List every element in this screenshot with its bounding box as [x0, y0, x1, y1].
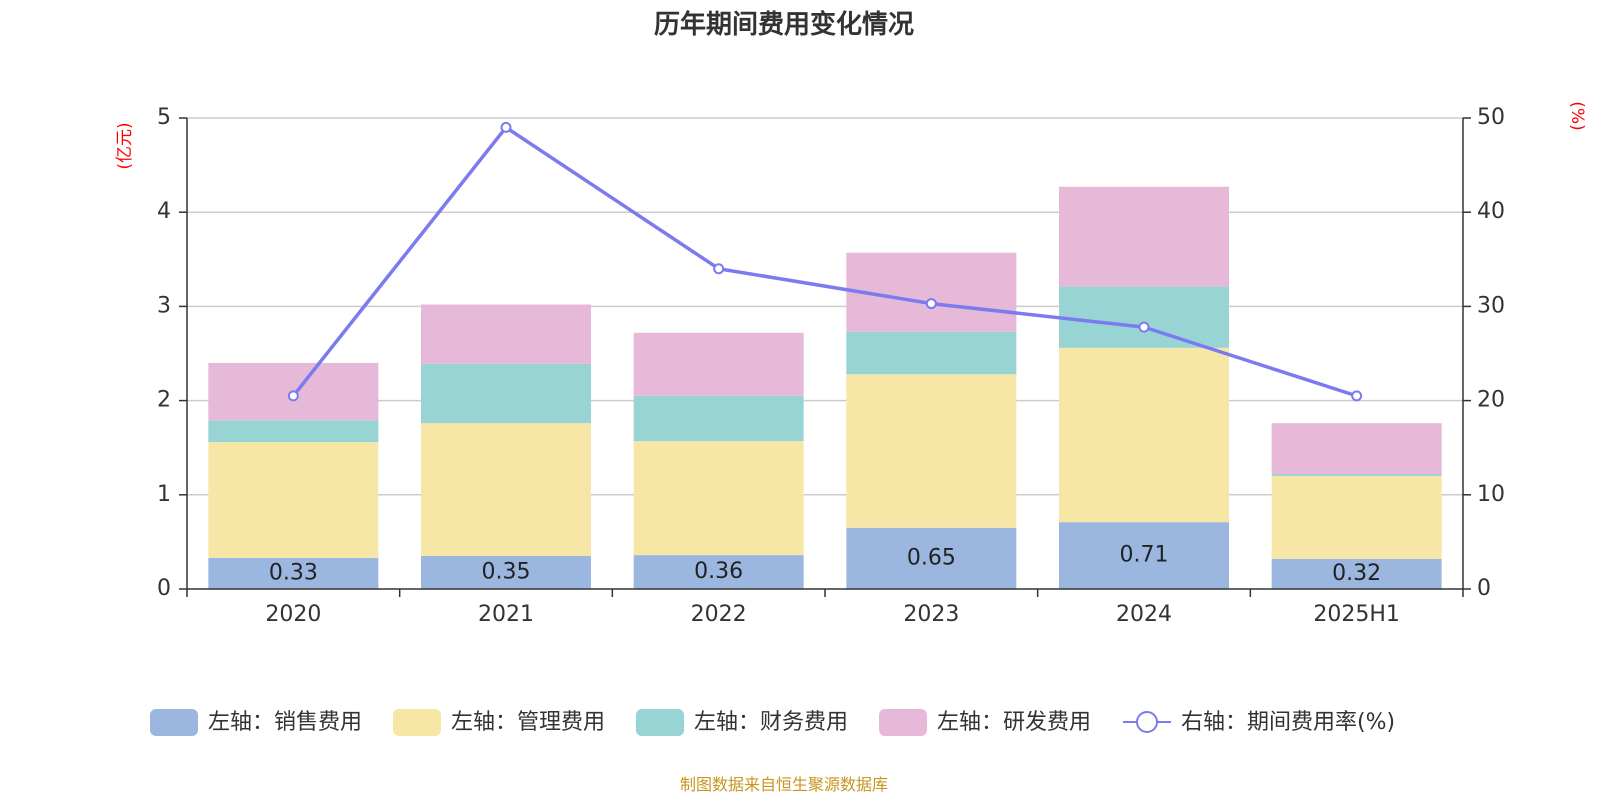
- legend-label: 左轴：管理费用: [451, 710, 605, 735]
- bar-segment: [1271, 423, 1442, 475]
- bar-segment: [633, 395, 804, 442]
- right-axis-tick-label: 10: [1477, 482, 1505, 507]
- bar-segment: [846, 252, 1017, 332]
- line-point: [287, 390, 299, 402]
- legend-label: 左轴：销售费用: [208, 710, 362, 735]
- bar-segment: [421, 556, 591, 589]
- legend-swatch: [150, 709, 198, 736]
- bar-value-label: 0.65: [907, 545, 956, 570]
- bar-segment: [1059, 286, 1229, 348]
- right-axis-tick-label: 20: [1477, 388, 1505, 413]
- line-point: [1351, 390, 1363, 402]
- bar-segment: [208, 442, 379, 558]
- right-axis-tick-label: 50: [1477, 105, 1505, 130]
- bar-segment: [208, 557, 379, 589]
- bar-segment: [846, 527, 1017, 589]
- left-axis-tick-label: 3: [157, 293, 171, 318]
- right-axis-unit: (%): [1567, 101, 1587, 130]
- line-point: [713, 263, 725, 275]
- line-point: [500, 121, 512, 133]
- legend-label: 左轴：财务费用: [694, 710, 848, 735]
- data-labels: 0.33 0.35 0.36 0.65 0.71 0.32: [269, 543, 1381, 586]
- gridlines: [187, 117, 1463, 496]
- bar-segment: [421, 423, 591, 557]
- x-axis-tick-label: 2020: [265, 602, 321, 627]
- bar-series: [208, 186, 1442, 589]
- bar-segment: [846, 374, 1017, 528]
- bar-value-label: 0.35: [482, 560, 531, 585]
- bar-segment: [633, 555, 804, 589]
- bar-segment: [1271, 558, 1442, 589]
- x-axis-tick-label: 2023: [903, 602, 959, 627]
- legend-swatch: [393, 709, 441, 736]
- right-axis-tick-label: 40: [1477, 199, 1505, 224]
- left-axis-tick-label: 4: [157, 199, 171, 224]
- legend-swatch: [879, 709, 927, 736]
- bar-segment: [421, 304, 591, 364]
- expense-rate-line-path: [291, 125, 1358, 398]
- bar-value-label: 0.32: [1332, 561, 1381, 586]
- expense-rate-line: [287, 121, 1363, 402]
- bar-segment: [1059, 347, 1229, 523]
- left-axis-tick-label: 0: [157, 576, 171, 601]
- bar-value-label: 0.36: [694, 559, 743, 584]
- x-axis-tick-label: 2022: [691, 602, 747, 627]
- x-axis-tick-label: 2025H1: [1313, 602, 1400, 627]
- bar-segment: [846, 331, 1017, 375]
- bar-segment: [1059, 186, 1229, 287]
- bar-segment: [1271, 475, 1442, 559]
- line-point: [1138, 321, 1150, 333]
- legend-line-marker: [1136, 711, 1158, 733]
- left-axis-tick-label: 5: [157, 105, 171, 130]
- legend: 左轴：销售费用 左轴：管理费用 左轴：财务费用 左轴：研发费用 右轴：期间费用率(%): [150, 709, 1395, 736]
- legend-label: 右轴：期间费用率(%): [1181, 710, 1395, 735]
- bar-segment: [421, 363, 591, 424]
- axes: 0 0 1 10 2 20 3 30 4 40 5 50 2020 2021 2022 2023 2024 202…: [157, 105, 1505, 627]
- bar-value-label: 0.71: [1120, 543, 1169, 568]
- bar-segment: [633, 441, 804, 556]
- bar-segment: [1059, 522, 1229, 589]
- line-point: [925, 298, 937, 310]
- right-axis-tick-label: 30: [1477, 293, 1505, 318]
- bar-segment: [208, 420, 379, 443]
- bar-segment: [1271, 474, 1442, 476]
- bar-segment: [633, 332, 804, 396]
- left-axis-unit: (亿元): [115, 122, 135, 169]
- bar-value-label: 0.33: [269, 560, 318, 585]
- right-axis-tick-label: 0: [1477, 576, 1491, 601]
- legend-label: 左轴：研发费用: [937, 710, 1091, 735]
- x-axis-tick-label: 2024: [1116, 602, 1172, 627]
- data-source-note: 制图数据来自恒生聚源数据库: [680, 775, 888, 794]
- left-axis-tick-label: 2: [157, 388, 171, 413]
- chart-title: 历年期间费用变化情况: [654, 9, 914, 40]
- left-axis-tick-label: 1: [157, 482, 171, 507]
- legend-swatch: [636, 709, 684, 736]
- x-axis-tick-label: 2021: [478, 602, 534, 627]
